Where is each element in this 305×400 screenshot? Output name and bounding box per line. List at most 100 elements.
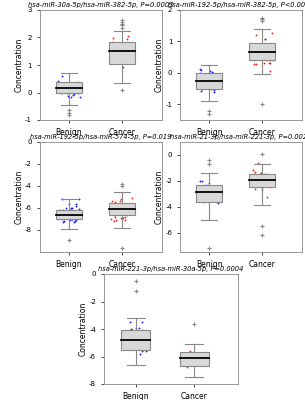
Point (113, 216, 118, 223)
Point (214, 195, 219, 202)
Point (252, 176, 257, 183)
Point (217, 196, 222, 202)
Point (65, 93, 70, 99)
Point (253, 169, 257, 175)
Point (127, 53, 132, 59)
Point (68, 82, 73, 88)
Point (121, 214, 126, 221)
Point (208, 68, 213, 74)
Point (188, 357, 193, 363)
Point (198, 178, 203, 184)
Point (254, 61, 259, 67)
Point (259, 186, 264, 193)
Point (198, 70, 203, 76)
Point (64, 90, 69, 96)
Point (249, 174, 254, 180)
Point (59, 216, 64, 222)
Point (252, 170, 257, 177)
Point (68, 210, 73, 216)
Point (108, 216, 113, 222)
Point (131, 339, 136, 345)
Point (264, 45, 268, 51)
Point (259, 170, 264, 176)
Point (121, 41, 126, 48)
Point (200, 359, 205, 366)
Point (256, 160, 260, 166)
Point (61, 87, 66, 94)
Point (208, 192, 213, 199)
Point (77, 215, 82, 221)
Point (203, 354, 208, 360)
Point (77, 84, 82, 90)
Point (194, 358, 199, 364)
Point (118, 203, 123, 209)
Point (212, 89, 217, 95)
Point (197, 354, 202, 360)
Point (204, 82, 209, 88)
Point (129, 326, 134, 333)
Point (196, 195, 201, 202)
Point (194, 354, 199, 360)
Point (264, 43, 268, 49)
Point (74, 215, 78, 222)
Point (109, 43, 113, 50)
Point (215, 186, 220, 192)
Point (195, 198, 200, 204)
Point (197, 361, 202, 367)
Title: hsa-miR-192-5p/hsa-miR-382-5p, P<0.0001: hsa-miR-192-5p/hsa-miR-382-5p, P<0.0001 (168, 2, 305, 8)
Point (262, 170, 267, 177)
Point (63, 81, 68, 88)
Point (204, 356, 209, 363)
Point (257, 51, 262, 57)
Point (70, 205, 75, 211)
Point (126, 43, 131, 49)
Point (208, 187, 213, 193)
Point (57, 210, 62, 217)
Y-axis label: Concentration: Concentration (155, 170, 164, 224)
Point (122, 337, 127, 343)
Point (252, 175, 257, 181)
Point (193, 350, 198, 356)
Point (112, 207, 117, 213)
Point (130, 205, 135, 212)
Point (263, 177, 267, 184)
Point (131, 343, 136, 349)
Point (259, 53, 264, 59)
Point (264, 44, 269, 51)
Point (196, 356, 201, 363)
Point (181, 353, 186, 359)
Point (117, 56, 121, 63)
Point (265, 56, 270, 62)
Point (265, 174, 270, 181)
Point (66, 211, 70, 217)
Point (69, 211, 74, 217)
Bar (109, 202, 135, 214)
Point (198, 188, 203, 194)
Point (200, 79, 205, 86)
Point (142, 330, 146, 337)
Point (125, 337, 130, 343)
Point (258, 51, 263, 58)
Point (74, 88, 79, 95)
Point (124, 334, 129, 341)
Point (215, 84, 220, 91)
Point (202, 195, 207, 202)
Point (202, 354, 207, 361)
Point (140, 334, 145, 340)
Point (196, 76, 200, 82)
Point (258, 182, 263, 188)
Point (57, 212, 62, 219)
Point (127, 209, 132, 216)
Point (122, 342, 127, 348)
Point (113, 44, 118, 50)
Point (139, 338, 144, 344)
Title: hsa-miR-192-5p/hsa-miR-574-5p, P=0.019: hsa-miR-192-5p/hsa-miR-574-5p, P=0.019 (30, 134, 171, 140)
Point (55, 88, 59, 94)
Point (217, 81, 222, 87)
Point (248, 54, 253, 61)
Point (265, 178, 270, 184)
Point (111, 212, 116, 218)
Point (125, 206, 130, 212)
Point (69, 207, 74, 214)
Point (59, 196, 64, 202)
